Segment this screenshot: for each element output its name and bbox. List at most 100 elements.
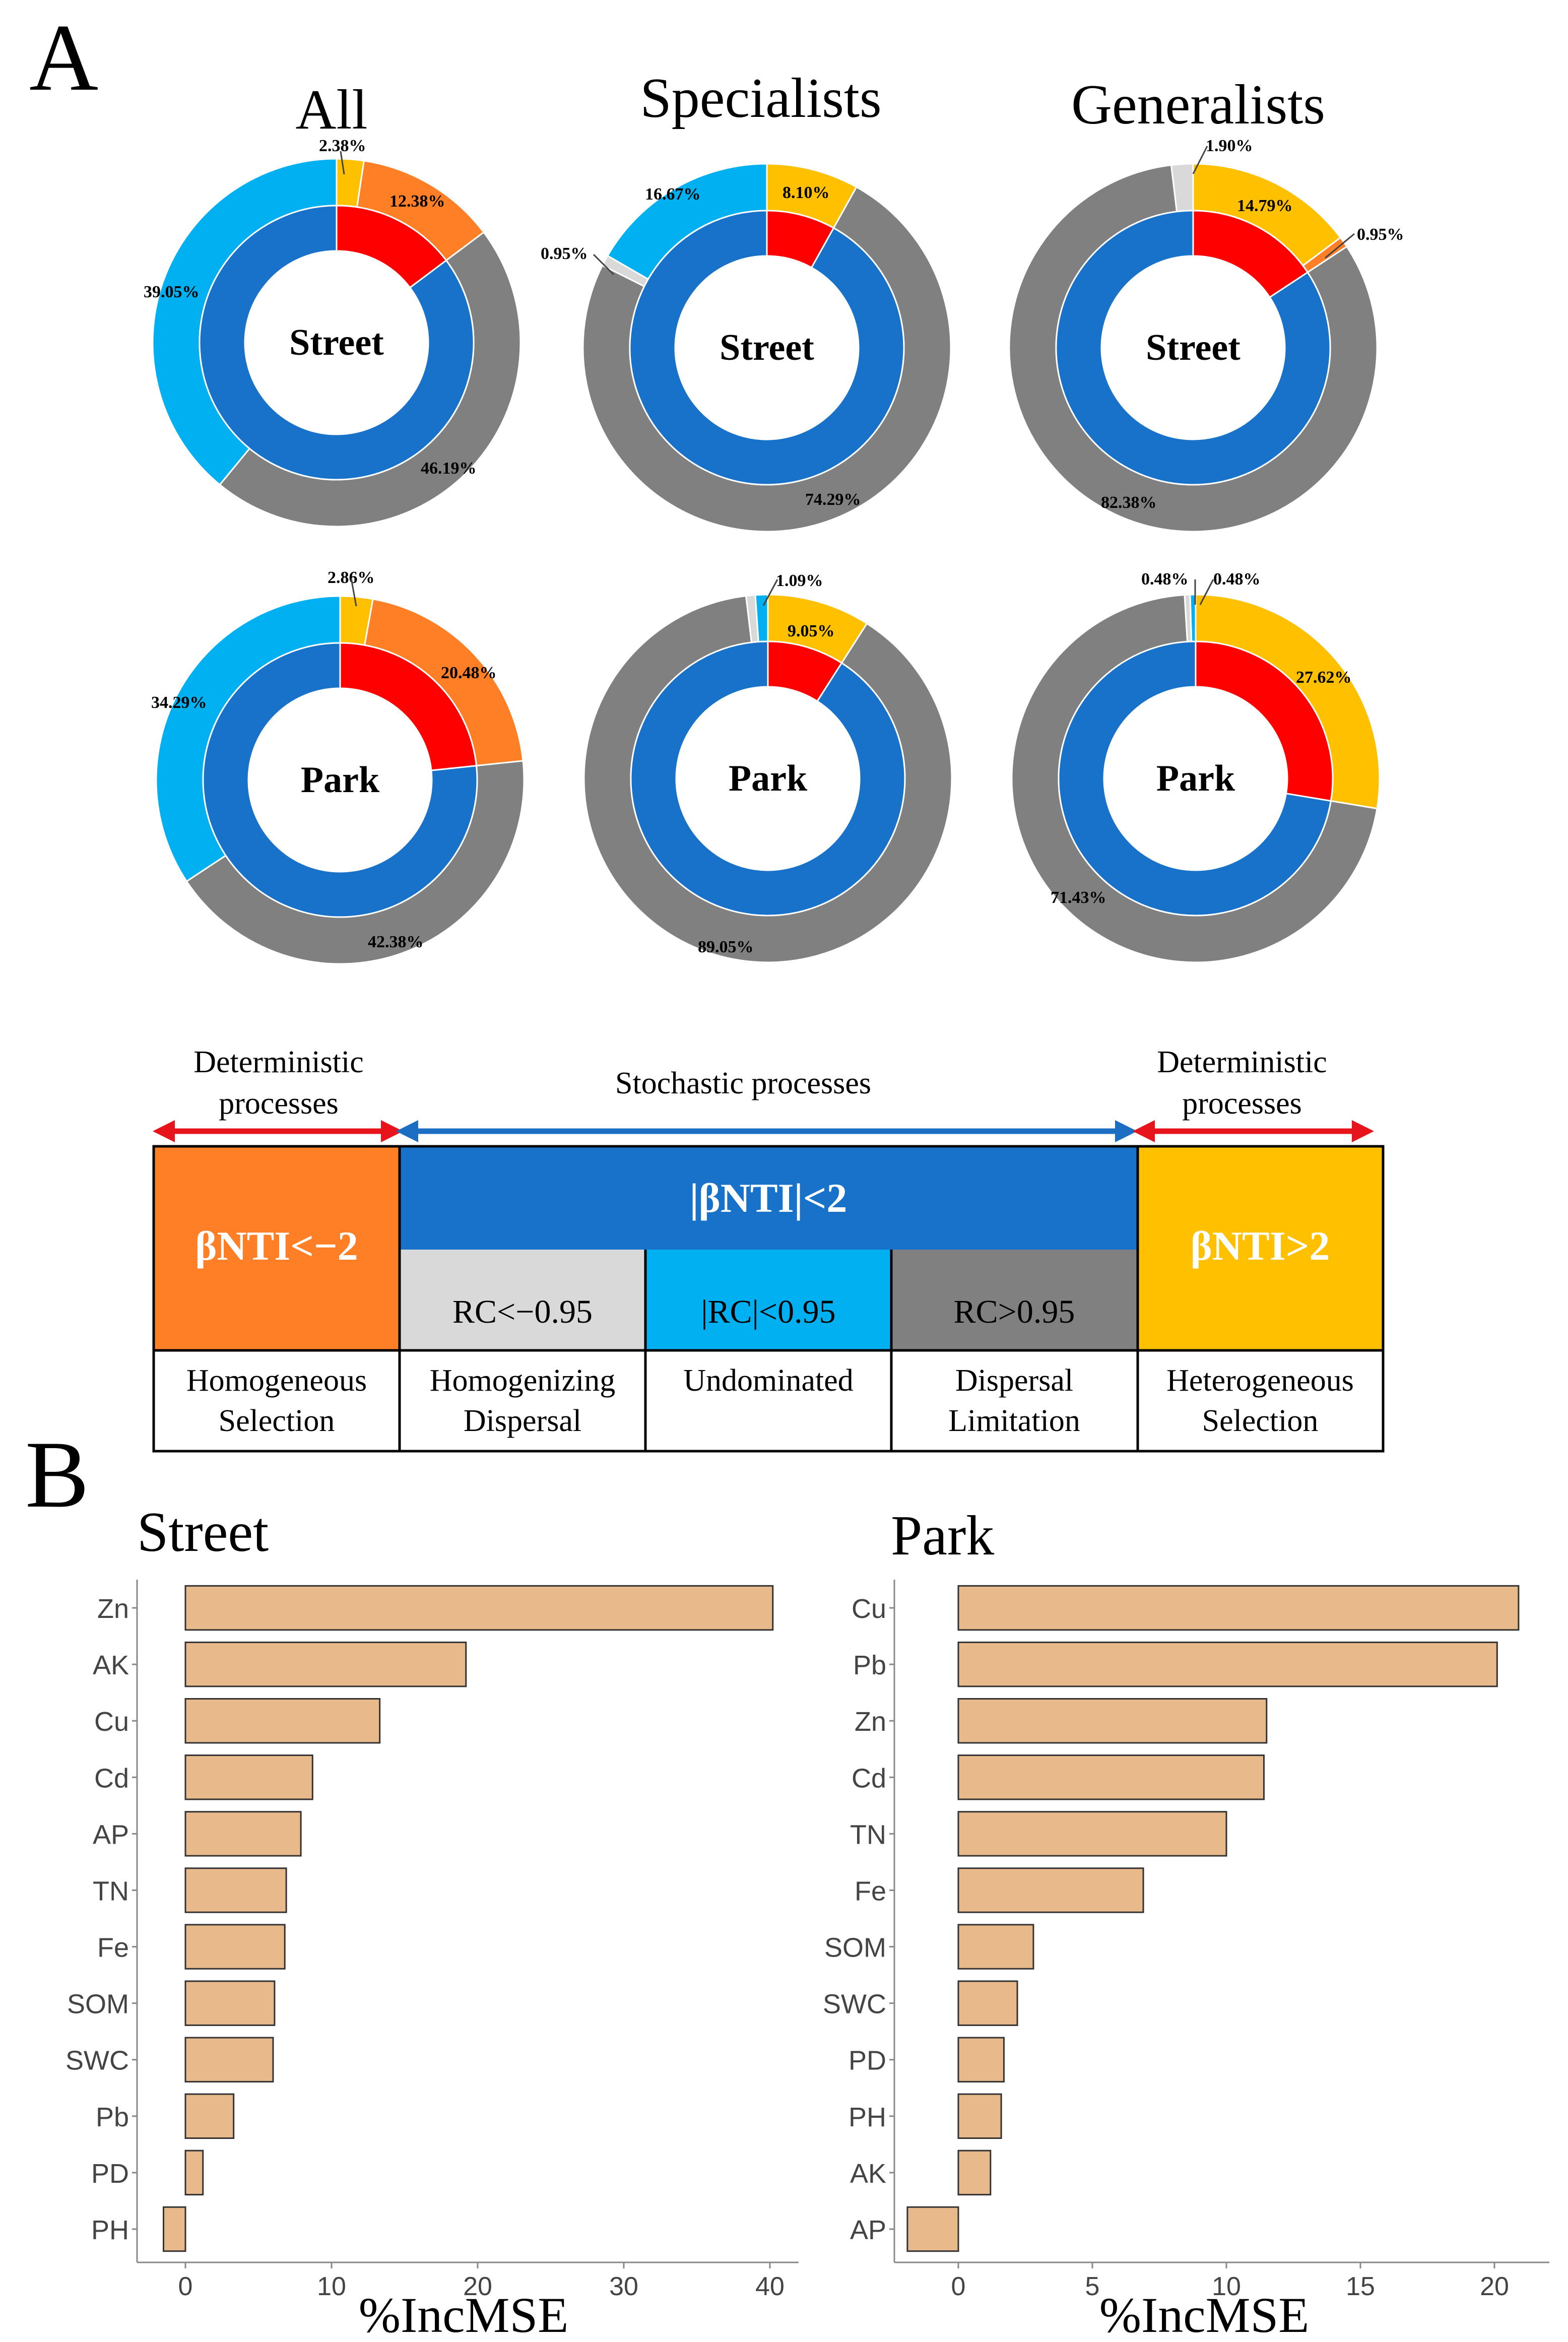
donut-label: 46.19%: [421, 459, 477, 478]
process-legend: Deterministic processes Stochastic proce…: [152, 1045, 1385, 1453]
dispersal-limitation-box: [891, 1250, 1138, 1350]
donut-label: 2.86%: [328, 568, 375, 587]
rc-mid-text: |RC|<0.95: [701, 1293, 835, 1330]
bar-chart-street: Zn AK Cu Cd AP TN Fe SOM SWC Pb PD PH 0 10 20 30 40: [66, 1580, 799, 2301]
donut-generalists-street: Street: [1008, 163, 1378, 533]
donut-center-label: Street: [1146, 327, 1240, 368]
stochastic-label: Stochastic processes: [615, 1066, 871, 1100]
donut-title-all: All: [295, 79, 367, 141]
donut-label: 0.48%: [1213, 570, 1261, 589]
donut-all-street: Street: [152, 158, 521, 528]
y-tick-label: AP: [93, 1819, 129, 1850]
bar-ak: [184, 1641, 467, 1687]
deterministic-slice: [1195, 640, 1334, 802]
bar-cu: [957, 1585, 1520, 1631]
bar-som: [957, 1924, 1034, 1970]
bar-pb: [184, 2093, 235, 2139]
bar-chart-title-park: Park: [891, 1505, 994, 1567]
undominated-box: [645, 1250, 891, 1350]
donut-label: 0.95%: [1357, 225, 1404, 244]
y-tick-label: Pb: [853, 1650, 886, 1680]
bnti-low-text: βNTI<−2: [195, 1223, 358, 1269]
donut-label: 42.38%: [368, 933, 424, 951]
y-tick-label: Pb: [96, 2102, 129, 2132]
x-tick-label: 0: [178, 2272, 193, 2301]
homogenizing-dispersal-label-2: Dispersal: [464, 1404, 581, 1438]
bar-fe: [957, 1867, 1144, 1913]
panel-label-a: A: [29, 5, 98, 111]
y-tick-label: AK: [850, 2159, 886, 2189]
donut-label: 74.29%: [805, 490, 861, 509]
donut-label: 39.05%: [144, 283, 200, 301]
x-axis-label-street: %IncMSE: [359, 2287, 569, 2342]
deterministic-left-label-line1: Deterministic: [193, 1045, 363, 1079]
x-tick-label: 5: [1085, 2272, 1100, 2301]
y-tick-label: Fe: [97, 1933, 129, 1963]
donut-label: 8.10%: [782, 183, 830, 202]
bar-som: [184, 1980, 276, 2026]
homogeneous-selection-label-1: Homogeneous: [186, 1363, 367, 1398]
y-tick-label: Zn: [855, 1707, 886, 1737]
bnti-high-text: βNTI>2: [1191, 1223, 1330, 1269]
donut-label: 71.43%: [1051, 888, 1106, 907]
undominated-label: Undominated: [683, 1363, 854, 1398]
dispersal-limitation-label-1: Dispersal: [955, 1363, 1073, 1398]
donut-all-park: Park: [155, 595, 525, 965]
bar-swc: [184, 2037, 274, 2083]
leader-lines: [340, 146, 1355, 607]
bar-swc: [957, 1980, 1018, 2026]
bar-cu: [184, 1698, 381, 1744]
stochastic-slice: [630, 640, 906, 917]
donut-center-label: Street: [720, 327, 814, 368]
donut-label: 1.09%: [776, 571, 823, 590]
y-tick-label: AK: [93, 1650, 129, 1680]
bar-pb: [957, 1641, 1498, 1687]
donut-center-label: Street: [289, 322, 384, 363]
y-tick-label: Cu: [852, 1594, 886, 1624]
bar-zn: [184, 1585, 774, 1631]
y-tick-label: TN: [850, 1819, 886, 1850]
y-tick-label: SOM: [824, 1933, 886, 1963]
x-tick-label: 0: [951, 2272, 966, 2301]
donut-label: 82.38%: [1101, 493, 1157, 512]
stochastic-slice: [629, 210, 905, 486]
x-tick-label: 10: [317, 2272, 346, 2301]
heterogeneous-selection-box: [1138, 1146, 1383, 1350]
y-tick-label: Zn: [97, 1594, 129, 1624]
donut-label: 27.62%: [1296, 668, 1352, 687]
stochastic-slice: [1058, 640, 1332, 917]
y-tick-label: PD: [848, 2046, 886, 2076]
bar-fe: [184, 1924, 286, 1970]
donut-label: 12.38%: [389, 192, 445, 211]
bar-tn: [957, 1811, 1227, 1857]
bar-zn: [957, 1698, 1268, 1744]
stochastic-box: [400, 1146, 1138, 1250]
legend-bottom-row: [154, 1350, 1383, 1451]
donut-generalists-park: Park: [1011, 594, 1381, 963]
donut-center-label: Park: [729, 758, 808, 799]
homogenizing-dispersal-box: [400, 1250, 645, 1350]
rc-low-text: RC<−0.95: [452, 1293, 593, 1330]
stochastic-slice: [1055, 210, 1331, 486]
heterogeneous-selection-label-2: Selection: [1202, 1404, 1319, 1438]
bar-cd: [957, 1754, 1265, 1800]
bar-pd: [957, 2037, 1005, 2083]
x-tick-label: 20: [463, 2272, 492, 2301]
donut-center-label: Park: [301, 759, 380, 801]
bar-ap: [906, 2206, 959, 2252]
y-tick-label: PH: [848, 2102, 886, 2132]
stochastic-slice: [202, 642, 478, 918]
x-tick-label: 40: [755, 2272, 785, 2301]
donut-label: 34.29%: [151, 693, 207, 712]
donut-label: 0.48%: [1141, 570, 1189, 589]
donut-title-specialists: Specialists: [640, 67, 881, 129]
donut-label: 2.38%: [319, 137, 366, 155]
bar-ph: [163, 2206, 186, 2252]
bar-chart-park: Cu Pb Zn Cd TN Fe SOM SWC PD PH AK AP 0 5 10 15 20: [823, 1580, 1549, 2301]
bar-ap: [184, 1811, 302, 1857]
donut-center-label: Park: [1156, 758, 1235, 799]
homogenizing-dispersal-label-1: Homogenizing: [430, 1363, 616, 1398]
donut-title-generalists: Generalists: [1071, 74, 1325, 136]
y-tick-label: Cu: [94, 1707, 129, 1737]
donut-label: 89.05%: [698, 938, 754, 956]
